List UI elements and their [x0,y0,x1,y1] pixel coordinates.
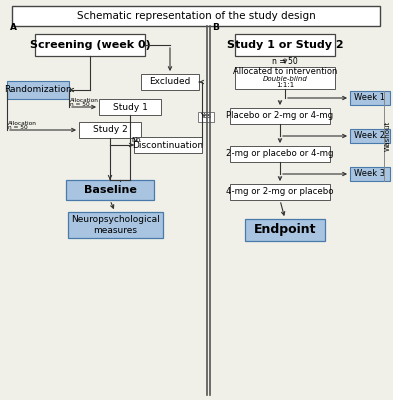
Text: No: No [131,137,141,143]
Text: Schematic representation of the study design: Schematic representation of the study de… [77,11,315,21]
Text: Baseline: Baseline [84,185,136,195]
Text: Randomization: Randomization [4,86,72,94]
Text: Allocated to intervention: Allocated to intervention [233,68,337,76]
Text: n = 50: n = 50 [272,56,298,66]
Text: A: A [10,23,17,32]
FancyBboxPatch shape [68,212,162,238]
FancyBboxPatch shape [35,34,145,56]
Text: Study 1 or Study 2: Study 1 or Study 2 [227,40,343,50]
FancyBboxPatch shape [99,99,161,115]
FancyBboxPatch shape [7,81,69,99]
Text: Study 1: Study 1 [112,102,147,112]
Text: n = 50: n = 50 [70,102,90,107]
FancyBboxPatch shape [198,112,214,122]
FancyBboxPatch shape [134,137,202,153]
Text: Neuropsychological
measures: Neuropsychological measures [71,215,160,235]
Text: Endpoint: Endpoint [254,224,316,236]
Text: Excluded: Excluded [149,78,191,86]
FancyBboxPatch shape [79,122,141,138]
Text: Allocation: Allocation [8,121,37,126]
Text: Study 2: Study 2 [93,126,127,134]
FancyBboxPatch shape [350,129,390,143]
Text: Week 1: Week 1 [354,94,386,102]
FancyBboxPatch shape [245,219,325,241]
Text: Allocation: Allocation [70,98,99,103]
Text: Week 2: Week 2 [354,132,386,140]
FancyBboxPatch shape [66,180,154,200]
Text: 2-mg or placebo or 4-mg: 2-mg or placebo or 4-mg [226,150,334,158]
Text: B: B [212,23,219,32]
FancyBboxPatch shape [230,146,330,162]
FancyBboxPatch shape [235,34,335,56]
FancyBboxPatch shape [350,91,390,105]
Text: Screening (week 0): Screening (week 0) [29,40,151,50]
FancyBboxPatch shape [230,184,330,200]
Text: Placebo or 2-mg or 4-mg: Placebo or 2-mg or 4-mg [226,112,334,120]
FancyBboxPatch shape [230,108,330,124]
Text: Discontinuation: Discontinuation [132,140,204,150]
Text: Week 3: Week 3 [354,170,386,178]
Text: 1:1:1: 1:1:1 [276,82,294,88]
Text: Double-blind: Double-blind [263,76,307,82]
FancyBboxPatch shape [12,6,380,26]
FancyBboxPatch shape [235,67,335,89]
Text: 4-mg or 2-mg or placebo: 4-mg or 2-mg or placebo [226,188,334,196]
Text: n = 50: n = 50 [8,125,28,130]
FancyBboxPatch shape [350,167,390,181]
Text: Yes: Yes [200,114,211,120]
FancyBboxPatch shape [141,74,199,90]
Text: Washout: Washout [385,121,391,151]
